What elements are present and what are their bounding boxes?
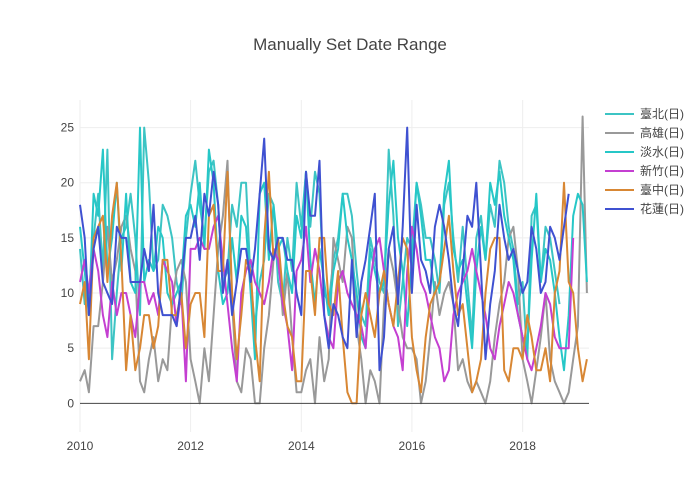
- legend-label: 高雄(日): [640, 125, 684, 140]
- legend-item[interactable]: 淡水(日): [605, 145, 684, 159]
- y-axis: 0 5 10 15 20 25: [61, 121, 75, 411]
- x-tick-label: 2014: [288, 439, 315, 453]
- x-tick-label: 2012: [177, 439, 204, 453]
- legend-item[interactable]: 新竹(日): [605, 163, 684, 178]
- x-tick-label: 2016: [399, 439, 426, 453]
- legend-item[interactable]: 高雄(日): [605, 125, 684, 140]
- series-line-2: [79, 126, 588, 372]
- legend[interactable]: 臺北(日) 高雄(日) 淡水(日) 新竹(日) 臺中(日) 花蓮(日): [605, 106, 684, 216]
- x-tick-label: 2018: [509, 439, 536, 453]
- x-axis: 2010 2012 2014 2016 2018: [67, 439, 537, 453]
- legend-item[interactable]: 臺北(日): [605, 106, 684, 121]
- series-line-5: [79, 126, 570, 372]
- y-tick-label: 5: [67, 341, 74, 355]
- chart-title: Manually Set Date Range: [253, 35, 447, 54]
- gridlines: [79, 100, 589, 432]
- legend-label: 臺北(日): [640, 106, 684, 121]
- y-tick-label: 25: [61, 121, 75, 135]
- y-tick-label: 0: [67, 396, 74, 410]
- series-line-1: [79, 115, 588, 405]
- series-line-4: [79, 170, 588, 405]
- y-tick-label: 10: [61, 286, 75, 300]
- series-layer: [79, 115, 588, 405]
- legend-label: 臺中(日): [640, 182, 684, 197]
- x-tick-label: 2010: [67, 439, 94, 453]
- legend-item[interactable]: 臺中(日): [605, 182, 684, 197]
- y-tick-label: 20: [61, 176, 75, 190]
- legend-label: 花蓮(日): [640, 201, 684, 216]
- legend-label: 淡水(日): [640, 145, 684, 159]
- legend-label: 新竹(日): [640, 163, 684, 178]
- legend-item[interactable]: 花蓮(日): [605, 201, 684, 216]
- y-tick-label: 15: [61, 231, 75, 245]
